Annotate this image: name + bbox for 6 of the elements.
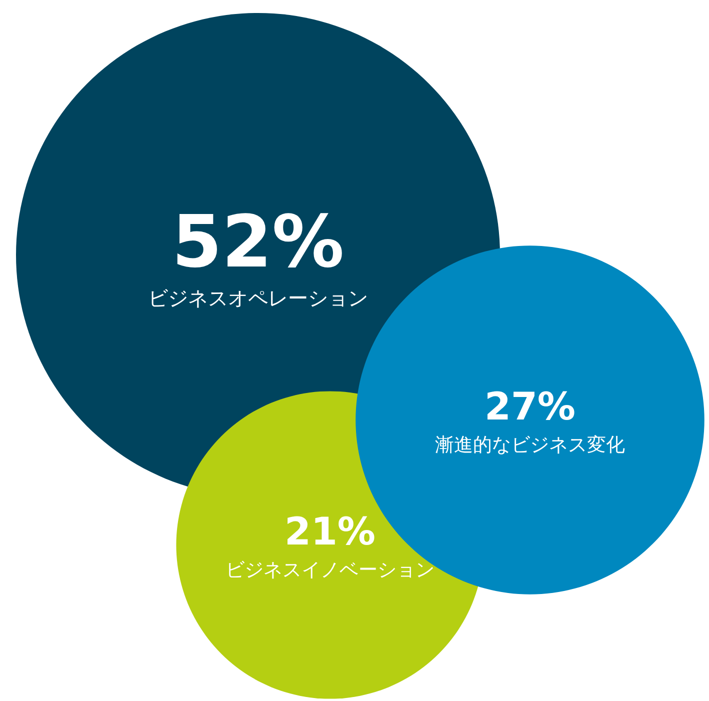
- data-label: 52%: [172, 200, 344, 284]
- category-label: 漸進的なビジネス変化: [435, 433, 625, 458]
- data-label: 27%: [484, 384, 576, 428]
- category-label: ビジネスオペレーション: [148, 285, 368, 312]
- category-label: ビジネスイノベーション: [226, 558, 434, 583]
- data-label: 21%: [284, 510, 376, 554]
